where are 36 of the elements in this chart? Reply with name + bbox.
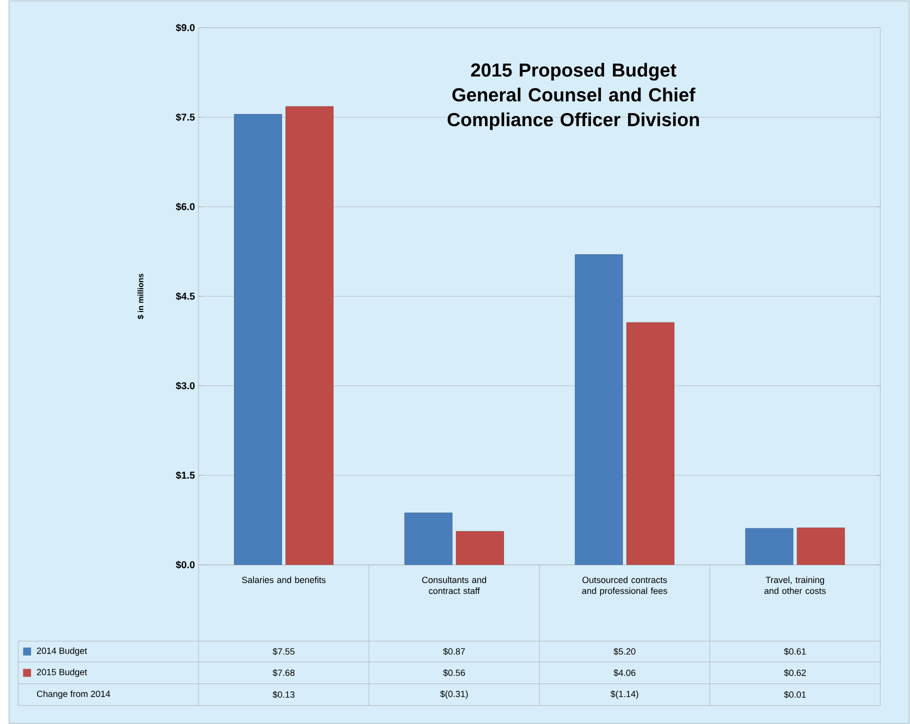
text: $(0.31) (440, 690, 468, 699)
bar (234, 114, 282, 565)
y-tick-label: $4.5 (176, 292, 195, 300)
y-tick-label: $1.5 (176, 471, 195, 480)
text: $(1.14) (610, 690, 638, 699)
text: General Counsel and Chief Compliance Officer Division (448, 88, 699, 130)
bar (286, 106, 334, 565)
legend-label: 2015 Budget (36, 668, 88, 677)
y-tick-label: $6.0 (176, 202, 195, 211)
x-tick-label: Outsourced contracts and professional fees (582, 576, 668, 596)
bar (796, 527, 845, 565)
data-label: $7.55 (272, 648, 295, 655)
data-label: $0.61 (784, 648, 806, 655)
x-tick-label: Travel, training and other costs (764, 576, 826, 594)
y-tick-label: $0.0 (176, 560, 195, 569)
data-label: $5.20 (614, 648, 636, 655)
y-tick-label: $9.0 (176, 24, 195, 32)
data-label: $0.62 (784, 669, 806, 676)
text: $0.01 (784, 690, 806, 698)
bar (574, 254, 623, 565)
x-tick-label: Consultants and contract staff (422, 576, 486, 594)
legend-label: 2014 Budget (36, 647, 88, 656)
y-tick-label: $7.5 (176, 113, 195, 122)
y-tick-label: $3.0 (176, 382, 195, 390)
text: 2015 Proposed Budget (471, 62, 676, 80)
bar (404, 512, 452, 565)
data-label: $0.56 (443, 669, 465, 676)
bar (745, 528, 794, 565)
data-label: $4.06 (614, 669, 636, 676)
text: Change from 2014 (36, 690, 110, 699)
data-label: $7.68 (272, 669, 295, 676)
bar (456, 531, 504, 565)
bar (626, 322, 674, 565)
text: $0.13 (272, 690, 295, 698)
data-label: $0.87 (443, 648, 465, 655)
x-tick-label: Salaries and benefits (242, 576, 326, 583)
